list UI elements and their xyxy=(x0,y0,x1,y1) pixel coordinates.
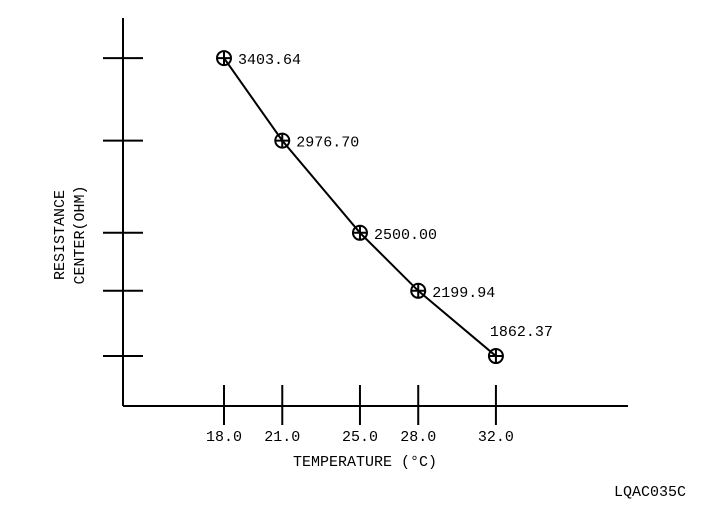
x-tick-label: 32.0 xyxy=(478,429,514,446)
figure-code: LQAC035C xyxy=(614,484,686,501)
x-tick-label: 28.0 xyxy=(400,429,436,446)
x-tick-label: 25.0 xyxy=(342,429,378,446)
value-label: 2199.94 xyxy=(432,285,495,302)
marker xyxy=(274,132,291,149)
marker xyxy=(351,224,368,241)
data-line xyxy=(223,57,497,357)
y-axis-label: RESISTANCE xyxy=(52,190,69,280)
value-label: 3403.64 xyxy=(238,52,301,69)
marker xyxy=(487,348,504,365)
x-tick-label: 18.0 xyxy=(206,429,242,446)
marker xyxy=(216,50,233,67)
y-axis-label: CENTER(OHM) xyxy=(72,185,89,284)
x-axis-label: TEMPERATURE (°C) xyxy=(293,454,437,471)
marker xyxy=(410,282,427,299)
value-label: 1862.37 xyxy=(490,324,553,341)
value-label: 2976.70 xyxy=(296,135,359,152)
value-label: 2500.00 xyxy=(374,227,437,244)
x-tick-label: 21.0 xyxy=(264,429,300,446)
